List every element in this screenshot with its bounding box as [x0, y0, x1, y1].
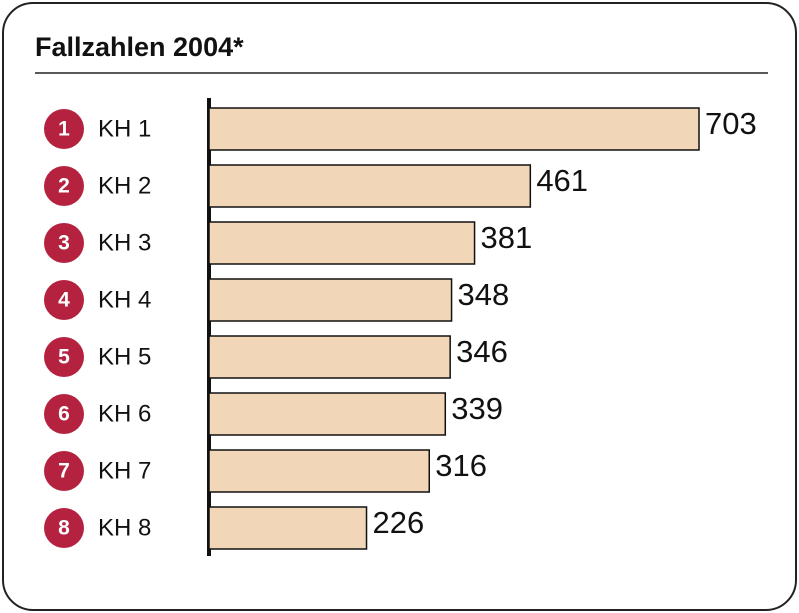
category-label: KH 5 [98, 343, 151, 370]
rank-number: 5 [58, 346, 70, 369]
category-label: KH 8 [98, 514, 151, 541]
value-label: 339 [451, 391, 503, 426]
rank-badge [44, 280, 84, 320]
category-label: KH 1 [98, 115, 151, 142]
rank-number: 3 [58, 232, 70, 255]
category-label: KH 3 [98, 229, 151, 256]
chart-title: Fallzahlen 2004* [35, 32, 244, 62]
rank-number: 4 [58, 289, 70, 312]
bar [208, 221, 476, 265]
bar [208, 449, 431, 493]
category-label: KH 6 [98, 400, 151, 427]
rank-number: 8 [58, 517, 70, 540]
bar [208, 335, 451, 379]
rank-badge [44, 451, 84, 491]
rank-badge [44, 394, 84, 434]
rank-number: 2 [58, 175, 70, 198]
rank-number: 1 [58, 118, 70, 141]
bar [208, 164, 532, 208]
value-label: 461 [536, 163, 588, 198]
rank-badge [44, 337, 84, 377]
bar [208, 278, 453, 322]
category-label: KH 2 [98, 172, 151, 199]
value-label: 316 [435, 448, 487, 483]
bar [208, 392, 447, 436]
rank-number: 7 [58, 460, 70, 483]
bar [208, 506, 368, 550]
value-label: 703 [705, 106, 757, 141]
value-label: 381 [481, 220, 533, 255]
value-label: 346 [456, 334, 508, 369]
rank-badge [44, 109, 84, 149]
rank-badge [44, 223, 84, 263]
rank-number: 6 [58, 403, 70, 426]
category-label: KH 4 [98, 286, 151, 313]
value-label: 348 [458, 277, 510, 312]
rank-badge [44, 508, 84, 548]
rank-badge [44, 166, 84, 206]
bar [208, 107, 700, 151]
category-label: KH 7 [98, 457, 151, 484]
value-label: 226 [373, 505, 425, 540]
